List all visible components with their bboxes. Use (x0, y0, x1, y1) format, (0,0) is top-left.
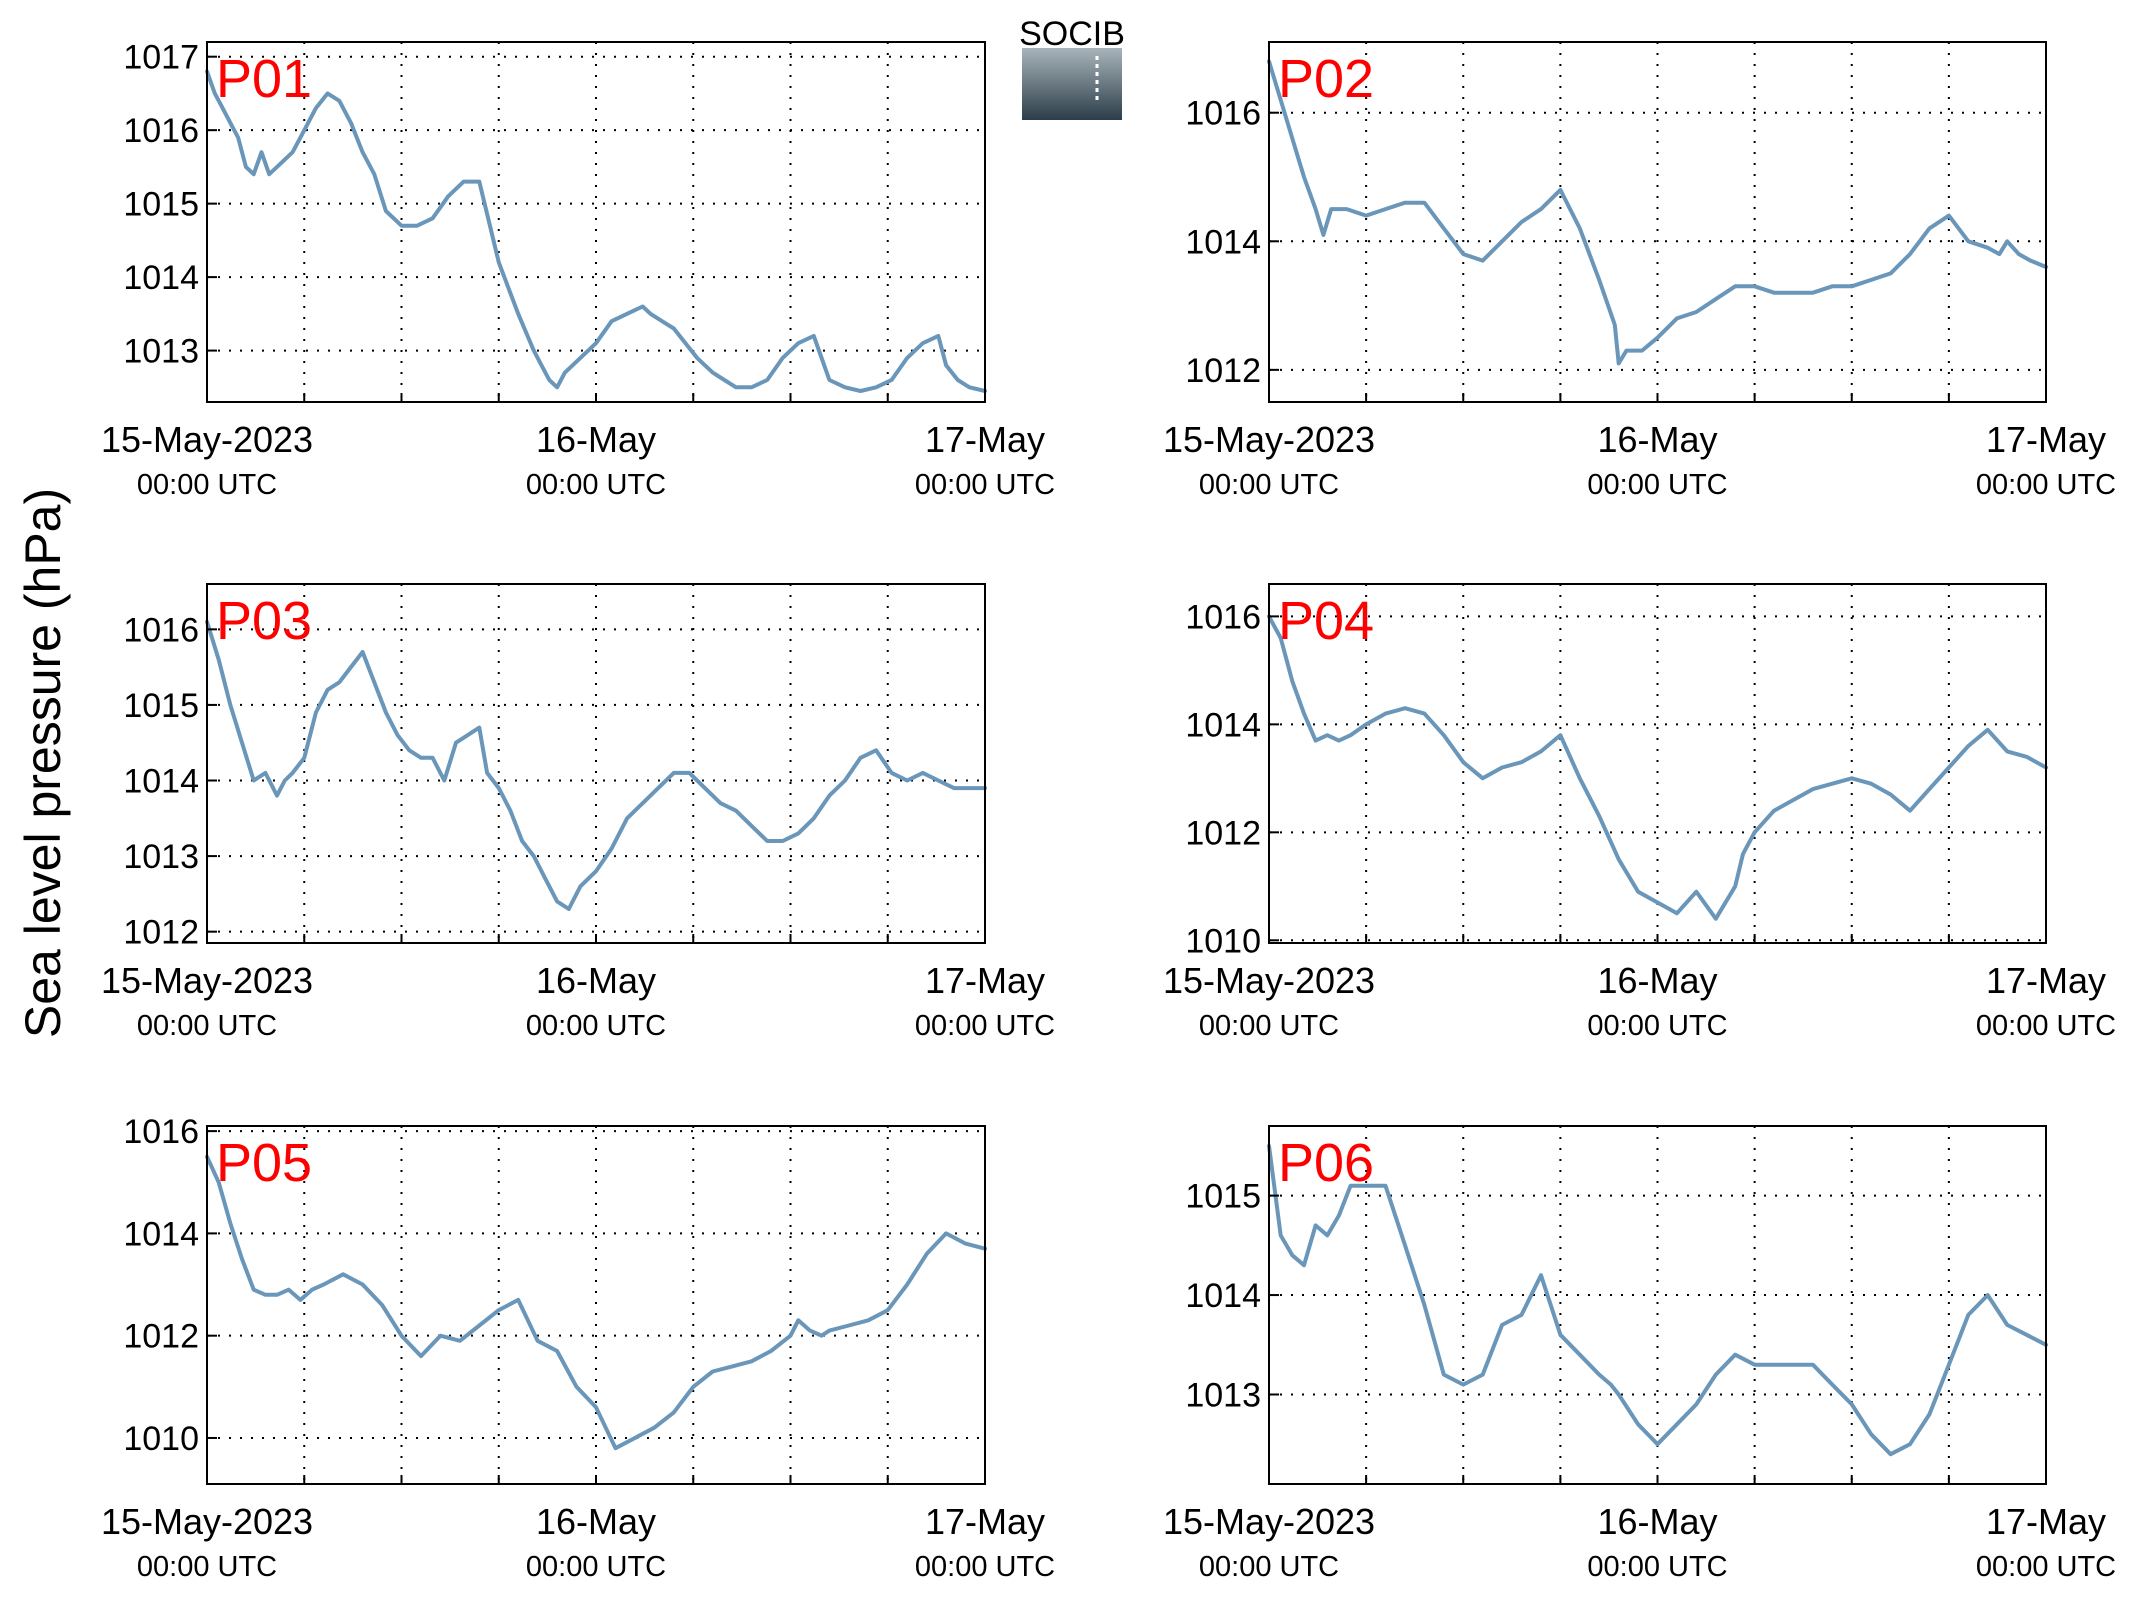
panel-p02: 1012 1014 1016 15-May-2023 00:00 UTC 16-May 00… (1163, 41, 2116, 501)
y-tick-label: 1014 (1185, 1277, 1261, 1315)
panel-p01: 1013 1014 1015 1016 1017 15-May-2023 00:00 UTC… (101, 39, 1055, 501)
logo-image (1022, 48, 1122, 120)
x-tick-label-date: 16-May (536, 960, 656, 1001)
panel-label-p04: P04 (1278, 591, 1374, 651)
axes-box (1268, 583, 2047, 944)
y-tick-label: 1012 (123, 914, 199, 952)
x-tick-label-time: 00:00 UTC (526, 1551, 666, 1583)
x-tick-label-date: 16-May (1597, 960, 1717, 1001)
x-tick-label-time: 00:00 UTC (1199, 469, 1339, 501)
y-tick-label: 1013 (123, 333, 199, 371)
y-tick-label: 1014 (1185, 706, 1261, 744)
x-tick-label-time: 00:00 UTC (137, 1010, 277, 1042)
axes-box (1268, 1125, 2047, 1485)
y-tick-label: 1014 (1185, 223, 1261, 261)
x-tick-label-date: 17-May (925, 960, 1045, 1001)
series-line-p05 (205, 1154, 987, 1451)
x-tick-label-date: 17-May (1986, 1501, 2106, 1542)
panel-label-p02: P02 (1278, 49, 1374, 109)
panel-p03: 1012 1013 1014 1015 1016 15-May-2023 00:00 UTC… (101, 583, 1055, 1042)
x-tick-label-date: 17-May (1986, 960, 2106, 1001)
x-tick-label-time: 00:00 UTC (1199, 1010, 1339, 1042)
x-tick-label-time: 00:00 UTC (1976, 469, 2116, 501)
x-tick-label-time: 00:00 UTC (1976, 1010, 2116, 1042)
panel-label-p01: P01 (216, 49, 312, 109)
x-tick-label-date: 16-May (1597, 419, 1717, 460)
x-tick-label-date: 15-May-2023 (101, 960, 313, 1001)
panel-label-p05: P05 (216, 1133, 312, 1193)
x-tick-label-date: 15-May-2023 (1163, 419, 1375, 460)
axes-box (1268, 41, 2047, 403)
x-tick-label-date: 15-May-2023 (101, 1501, 313, 1542)
x-tick-label-date: 16-May (536, 1501, 656, 1542)
y-tick-label: 1012 (123, 1318, 199, 1356)
y-tick-label: 1012 (1185, 352, 1261, 390)
axes-box (206, 41, 986, 403)
x-tick-label-date: 15-May-2023 (1163, 960, 1375, 1001)
y-tick-label: 1017 (123, 39, 199, 77)
x-tick-label-date: 16-May (536, 419, 656, 460)
y-tick-label: 1016 (123, 112, 199, 150)
x-tick-label-time: 00:00 UTC (526, 1010, 666, 1042)
x-tick-label-time: 00:00 UTC (1199, 1551, 1339, 1583)
y-tick-label: 1016 (123, 1113, 199, 1151)
series-line-p01 (205, 69, 987, 393)
y-tick-label: 1010 (123, 1420, 199, 1458)
panel-p05: 1010 1012 1014 1016 15-May-2023 00:00 UTC 16-M… (101, 1113, 1055, 1583)
series-line-p03 (205, 619, 987, 911)
x-tick-label-time: 00:00 UTC (1587, 1010, 1727, 1042)
series-line-p06 (1267, 1143, 2048, 1457)
series-line-p04 (1267, 614, 2048, 921)
x-tick-label-date: 17-May (925, 1501, 1045, 1542)
x-tick-label-date: 17-May (925, 419, 1045, 460)
y-tick-label: 1014 (123, 259, 199, 297)
socib-logo: SOCIB (1019, 15, 1125, 120)
panels: 1013 1014 1015 1016 1017 15-May-2023 00:00 UTC… (101, 39, 2116, 1583)
y-tick-label: 1013 (1185, 1377, 1261, 1415)
panel-p06: 1013 1014 1015 15-May-2023 00:00 UTC 16-May 00… (1163, 1125, 2116, 1583)
axes-box (206, 583, 986, 944)
y-tick-label: 1012 (1185, 814, 1261, 852)
logo-text: SOCIB (1019, 15, 1125, 53)
x-tick-label-date: 15-May-2023 (1163, 1501, 1375, 1542)
x-tick-label-date: 16-May (1597, 1501, 1717, 1542)
x-tick-label-time: 00:00 UTC (1587, 469, 1727, 501)
y-tick-label: 1014 (123, 1215, 199, 1253)
x-tick-label-time: 00:00 UTC (915, 1010, 1055, 1042)
x-tick-label-time: 00:00 UTC (915, 469, 1055, 501)
x-tick-label-time: 00:00 UTC (1587, 1551, 1727, 1583)
x-tick-label-time: 00:00 UTC (1976, 1551, 2116, 1583)
panel-label-p06: P06 (1278, 1133, 1374, 1193)
x-tick-label-time: 00:00 UTC (526, 469, 666, 501)
panel-label-p03: P03 (216, 591, 312, 651)
y-axis-label: Sea level pressure (hPa) (15, 488, 71, 1038)
panel-p04: 1010 1012 1014 1016 15-May-2023 00:00 UTC 16-M… (1163, 583, 2116, 1042)
x-tick-label-time: 00:00 UTC (137, 469, 277, 501)
x-tick-label-date: 15-May-2023 (101, 419, 313, 460)
y-tick-label: 1015 (123, 186, 199, 224)
y-tick-label: 1013 (123, 838, 199, 876)
x-tick-label-date: 17-May (1986, 419, 2106, 460)
y-tick-label: 1016 (123, 611, 199, 649)
y-tick-label: 1010 (1185, 922, 1261, 960)
y-tick-label: 1015 (1185, 1178, 1261, 1216)
y-tick-label: 1016 (1185, 95, 1261, 133)
axes-box (206, 1125, 986, 1485)
x-tick-label-time: 00:00 UTC (137, 1551, 277, 1583)
y-tick-label: 1016 (1185, 598, 1261, 636)
y-tick-label: 1014 (123, 763, 199, 801)
x-tick-label-time: 00:00 UTC (915, 1551, 1055, 1583)
y-tick-label: 1015 (123, 687, 199, 725)
series-line-p02 (1267, 59, 2048, 366)
